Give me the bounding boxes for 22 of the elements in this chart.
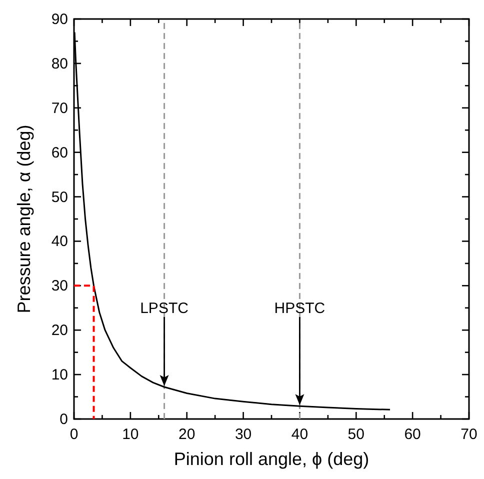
x-tick-label: 20 [178, 426, 196, 443]
x-tick-label: 30 [234, 426, 252, 443]
x-tick-label: 70 [460, 426, 478, 443]
y-tick-label: 80 [51, 55, 68, 72]
y-tick-label: 10 [51, 366, 68, 384]
y-axis-title: Pressure angle, α (deg) [14, 124, 34, 314]
annotation: LPSTC [140, 300, 189, 317]
y-tick-label: 60 [51, 144, 68, 162]
x-tick-label: 50 [348, 426, 364, 443]
x-tick-label: 10 [122, 426, 139, 443]
y-tick-label: 0 [60, 411, 68, 428]
y-tick-label: 20 [51, 322, 68, 340]
y-tick-label: 50 [51, 188, 68, 206]
x-tick-label: 40 [291, 426, 308, 443]
x-axis-title: Pinion roll angle, ϕ (deg) [174, 449, 370, 469]
x-tick-label: 0 [70, 426, 78, 443]
x-tick-label: 60 [404, 426, 421, 443]
y-tick-label: 90 [51, 11, 68, 28]
y-tick-label: 40 [51, 233, 68, 250]
annotation: HPSTC [274, 300, 326, 317]
y-tick-label: 70 [51, 100, 68, 117]
y-tick-label: 30 [51, 278, 68, 295]
